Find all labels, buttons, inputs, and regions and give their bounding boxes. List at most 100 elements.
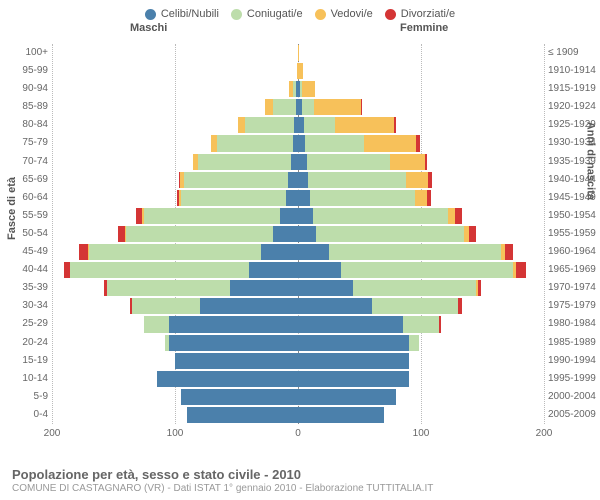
male-bar <box>79 244 298 260</box>
female-bar <box>298 389 396 405</box>
pyramid-row: 90-941915-1919 <box>52 80 544 98</box>
male-bar <box>211 135 298 151</box>
bar-segment <box>305 135 364 151</box>
bar-segment <box>288 172 298 188</box>
legend-swatch <box>231 9 242 20</box>
female-bar <box>298 45 299 61</box>
bar-segment <box>126 226 274 242</box>
pyramid-row: 45-491960-1964 <box>52 243 544 261</box>
x-axis: 2001000100200 <box>52 426 544 444</box>
pyramid-row: 25-291980-1984 <box>52 315 544 333</box>
birth-year-label: 2005-2009 <box>544 406 600 424</box>
age-label: 35-39 <box>0 279 52 297</box>
male-bar <box>130 298 298 314</box>
male-bar <box>144 316 298 332</box>
bar-segment <box>298 298 372 314</box>
bar-segment <box>298 407 384 423</box>
bar-segment <box>298 371 409 387</box>
bar-segment <box>439 316 440 332</box>
bar-segment <box>409 335 419 351</box>
bar-segment <box>329 244 501 260</box>
bar-segment <box>406 172 428 188</box>
bar-segment <box>403 316 440 332</box>
bar-segment <box>298 280 353 296</box>
male-bar <box>64 262 298 278</box>
age-label: 45-49 <box>0 243 52 261</box>
age-label: 55-59 <box>0 207 52 225</box>
bar-segment <box>505 244 514 260</box>
bar-segment <box>70 262 248 278</box>
bar-segment <box>298 208 313 224</box>
bar-segment <box>425 154 427 170</box>
age-label: 100+ <box>0 44 52 62</box>
birth-year-label: 1915-1919 <box>544 80 600 98</box>
bar-segment <box>361 99 362 115</box>
legend-swatch <box>145 9 156 20</box>
bar-segment <box>273 99 295 115</box>
bar-segment <box>200 298 298 314</box>
age-label: 90-94 <box>0 80 52 98</box>
bar-segment <box>415 190 427 206</box>
age-label: 80-84 <box>0 116 52 134</box>
bar-segment <box>261 244 298 260</box>
pyramid-row: 5-92000-2004 <box>52 388 544 406</box>
pyramid-row: 65-691940-1944 <box>52 171 544 189</box>
legend-label: Vedovi/e <box>331 8 373 20</box>
birth-year-label: 1990-1994 <box>544 352 600 370</box>
bar-segment <box>298 45 299 61</box>
bar-segment <box>298 353 409 369</box>
female-bar <box>298 117 396 133</box>
male-bar <box>104 280 298 296</box>
bar-segment <box>144 208 279 224</box>
female-bar <box>298 172 432 188</box>
pyramid-row: 70-741935-1939 <box>52 153 544 171</box>
bar-segment <box>291 154 298 170</box>
legend-item: Divorziati/e <box>385 8 455 20</box>
bar-segment <box>298 172 308 188</box>
bar-segment <box>335 117 394 133</box>
birth-year-label: ≤ 1909 <box>544 44 600 62</box>
bar-segment <box>469 226 476 242</box>
female-bar <box>298 316 441 332</box>
bar-segment <box>458 298 462 314</box>
bar-segment <box>286 190 298 206</box>
bar-segment <box>298 154 307 170</box>
bar-segment <box>273 226 298 242</box>
birth-year-label: 1925-1929 <box>544 116 600 134</box>
bar-segment <box>298 335 409 351</box>
plot-area: 100+≤ 190995-991910-191490-941915-191985… <box>52 44 544 444</box>
birth-year-label: 1940-1944 <box>544 171 600 189</box>
pyramid-row: 95-991910-1914 <box>52 62 544 80</box>
birth-year-label: 1955-1959 <box>544 225 600 243</box>
bar-segment <box>394 117 396 133</box>
bar-segment <box>353 280 476 296</box>
bar-segment <box>478 280 482 296</box>
birth-year-label: 1980-1984 <box>544 315 600 333</box>
bar-segment <box>175 353 298 369</box>
bar-segment <box>169 335 298 351</box>
bar-segment <box>230 280 298 296</box>
age-label: 30-34 <box>0 297 52 315</box>
bar-segment <box>238 117 245 133</box>
pyramid-rows: 100+≤ 190995-991910-191490-941915-191985… <box>52 44 544 424</box>
bar-segment <box>157 371 298 387</box>
age-label: 0-4 <box>0 406 52 424</box>
male-bar <box>118 226 298 242</box>
female-bar <box>298 335 419 351</box>
bar-segment <box>310 190 415 206</box>
female-bar <box>298 244 513 260</box>
male-bar <box>177 190 298 206</box>
gender-headers: Maschi Femmine <box>0 20 600 38</box>
age-label: 5-9 <box>0 388 52 406</box>
bar-segment <box>364 135 416 151</box>
x-tick-label: 200 <box>536 428 553 439</box>
male-bar <box>181 389 298 405</box>
male-bar <box>165 335 298 351</box>
bar-segment <box>144 316 169 332</box>
male-bar <box>187 407 298 423</box>
pyramid-row: 60-641945-1949 <box>52 189 544 207</box>
bar-segment <box>298 389 396 405</box>
age-label: 70-74 <box>0 153 52 171</box>
bar-segment <box>298 190 310 206</box>
x-tick-label: 100 <box>167 428 184 439</box>
